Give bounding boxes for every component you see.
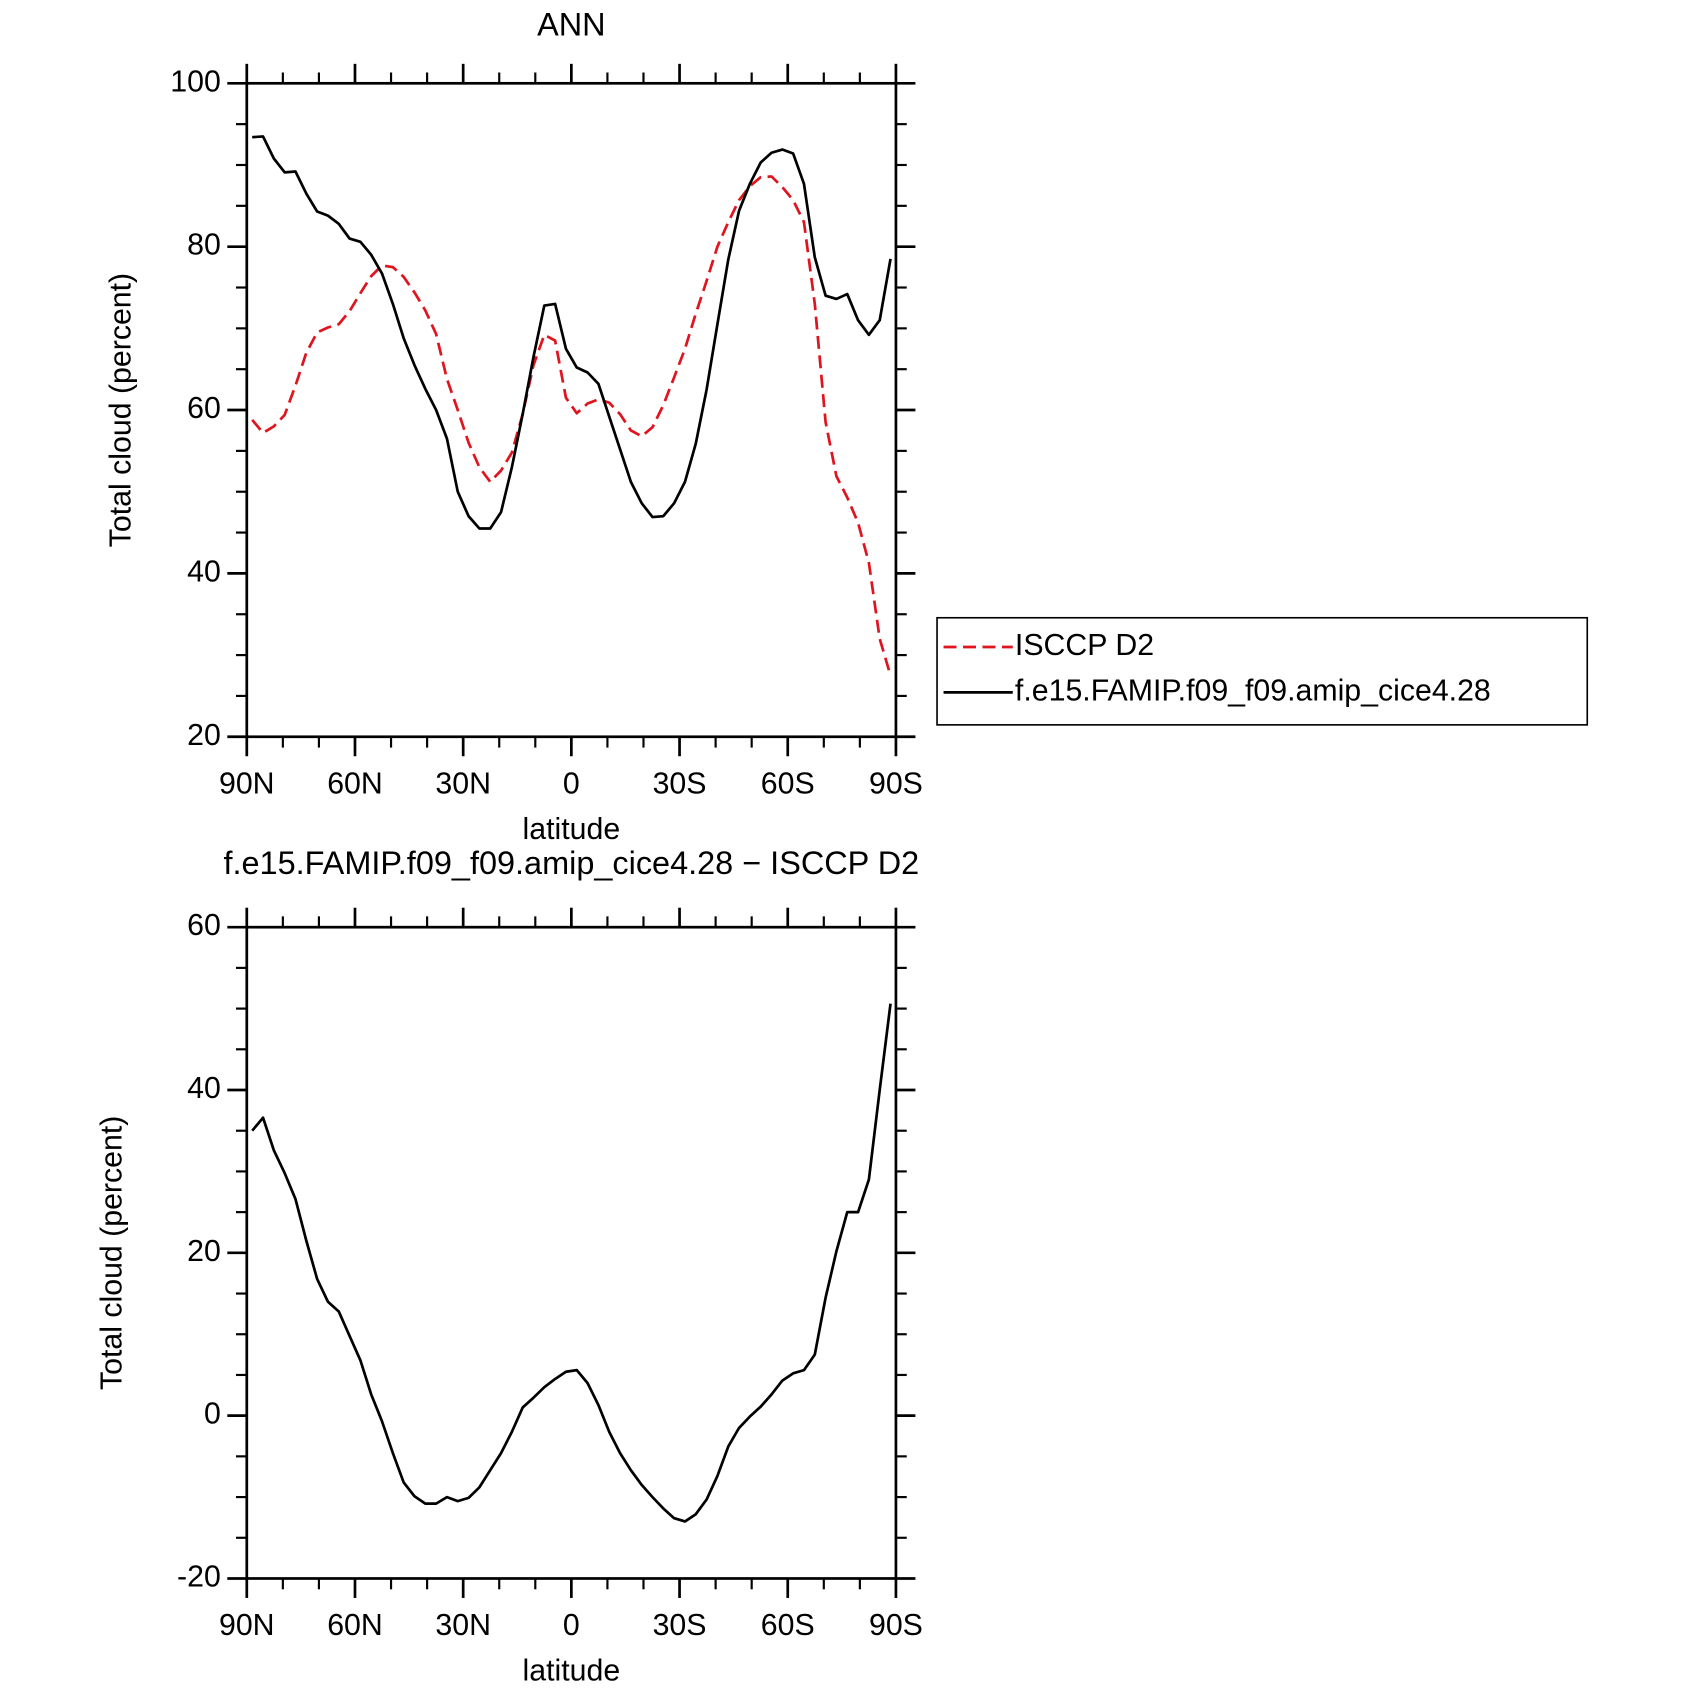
x-tick-label: 0 xyxy=(563,1609,580,1642)
y-axis-label: Total cloud (percent) xyxy=(96,1116,129,1390)
y-tick-label: 40 xyxy=(187,1072,221,1105)
y-tick-label: 0 xyxy=(204,1398,221,1431)
chart-title: ANN xyxy=(537,7,606,43)
legend-label: f.e15.FAMIP.f09_f09.amip_cice4.28 xyxy=(1015,674,1491,707)
y-tick-label: 20 xyxy=(187,1235,221,1268)
plot-frame xyxy=(245,925,898,1580)
x-tick-label: 30S xyxy=(653,767,707,800)
y-tick-label: 100 xyxy=(170,65,221,98)
legend-box xyxy=(936,616,1589,726)
x-tick-label: 90N xyxy=(219,1609,275,1642)
y-tick-label: 20 xyxy=(187,719,221,752)
x-axis-label: latitude xyxy=(523,813,621,846)
x-tick-label: 0 xyxy=(563,767,580,800)
chart-title: f.e15.FAMIP.f09_f09.amip_cice4.28 − ISCC… xyxy=(224,845,920,881)
x-tick-label: 60S xyxy=(761,1609,815,1642)
y-tick-label: 80 xyxy=(187,229,221,262)
data-line xyxy=(251,175,892,676)
x-tick-label: 30N xyxy=(435,767,491,800)
x-tick-label: 90S xyxy=(869,1609,923,1642)
x-tick-label: 90S xyxy=(869,767,923,800)
x-axis-label: latitude xyxy=(523,1655,621,1688)
legend-label: ISCCP D2 xyxy=(1015,629,1154,662)
y-tick-label: 40 xyxy=(187,555,221,588)
y-axis-label: Total cloud (percent) xyxy=(104,273,137,547)
x-tick-label: 30S xyxy=(653,1609,707,1642)
x-tick-label: 30N xyxy=(435,1609,491,1642)
x-tick-label: 60N xyxy=(327,767,383,800)
y-tick-label: 60 xyxy=(187,392,221,425)
y-tick-label: 60 xyxy=(187,909,221,942)
y-tick-label: -20 xyxy=(177,1560,221,1593)
data-line xyxy=(252,135,892,530)
x-tick-label: 60S xyxy=(761,767,815,800)
x-tick-label: 60N xyxy=(327,1609,383,1642)
data-line xyxy=(251,1003,892,1523)
x-tick-label: 90N xyxy=(219,767,275,800)
plot-frame xyxy=(245,81,898,739)
